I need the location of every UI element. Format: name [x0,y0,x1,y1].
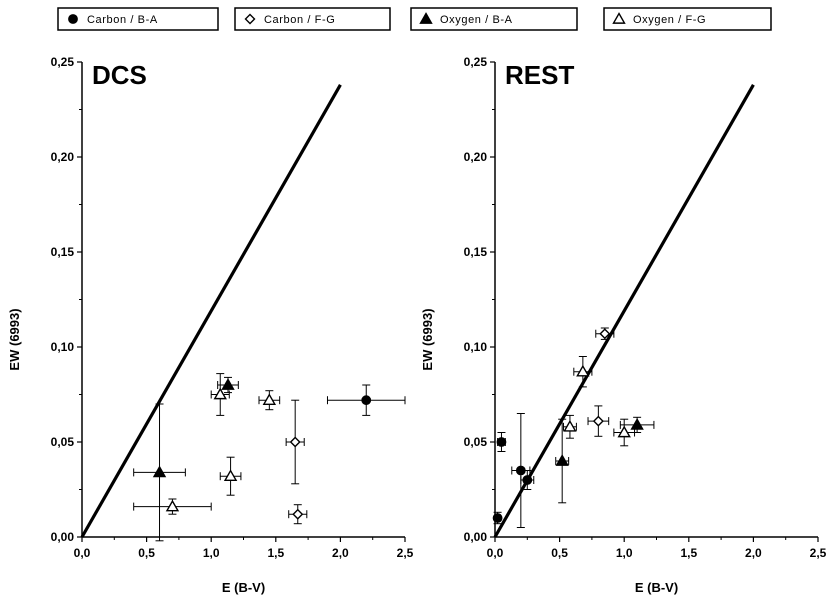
x-tick-label: 1,5 [267,546,284,560]
point-oxygen_ba [133,403,186,542]
x-tick-label: 0,5 [138,546,155,560]
point-oxygen_fg [573,356,593,388]
panel-title: DCS [92,60,147,90]
legend-box [603,7,772,31]
legend-marker-oxygen_fg [612,12,626,24]
marker-carbon_ba [492,513,503,523]
marker-oxygen_fg [576,364,590,377]
point-oxygen_fg [219,456,242,496]
legend-marker-carbon_fg [244,13,256,25]
legend-marker-carbon_ba [68,14,78,24]
y-tick-label: 0,10 [51,340,75,354]
y-tick-label: 0,20 [464,150,488,164]
x-tick-label: 1,5 [680,546,697,560]
legend-label: Oxygen / B-A [440,14,513,26]
y-axis-label: EW (6993) [7,308,22,370]
legend: Carbon / B-A Carbon / F-G Oxygen / B-A Oxyg… [57,7,772,31]
marker-oxygen_fg [262,393,277,406]
point-carbon_ba [520,470,535,490]
y-tick-label: 0,00 [51,530,75,544]
x-tick-label: 1,0 [616,546,633,560]
x-tick-label: 2,5 [810,546,827,560]
marker-oxygen_ba [630,417,644,430]
legend-entry-carbon_fg: Carbon / F-G [234,7,391,31]
panel-title: REST [505,60,574,90]
marker-carbon_fg [599,328,611,340]
point-oxygen_ba [217,376,239,394]
marker-carbon_fg [292,508,304,520]
marker-oxygen_fg [617,425,631,438]
x-tick-label: 0,5 [551,546,568,560]
panel-rest: 0,0 0,5 1,0 1,5 2,0 2,5 0,00 0,05 0,10 0,15 0,20 0,… [420,55,827,595]
point-oxygen_fg [562,414,577,439]
reference-line [80,84,342,538]
point-carbon_fg [288,504,308,525]
y-axis-label: EW (6993) [420,308,435,370]
marker-oxygen_fg [213,387,227,400]
point-carbon_fg [587,405,610,437]
x-tick-label: 2,5 [397,546,414,560]
legend-label: Oxygen / F-G [633,14,706,26]
y-tick-label: 0,15 [51,245,75,259]
point-carbon_ba [492,511,503,525]
marker-oxygen_ba [555,454,569,466]
legend-box [234,7,391,31]
y-tick-label: 0,10 [464,340,488,354]
y-tick-label: 0,25 [51,55,75,69]
x-axis-label: E (B-V) [635,580,678,595]
point-carbon_fg [285,399,305,485]
marker-oxygen_fg [563,419,577,432]
point-oxygen_fg [613,418,636,447]
marker-carbon_fg [592,415,604,427]
legend-box [410,7,578,31]
point-carbon_ba [326,384,406,416]
point-oxygen_fg [210,373,230,416]
y-tick-label: 0,20 [51,150,75,164]
panel-dcs: 0,0 0,5 1,0 1,5 2,0 2,5 0,00 0,05 0,10 0,15 0,20 0,… [7,55,414,595]
legend-label: Carbon / B-A [87,14,158,26]
y-tick-label: 0,25 [464,55,488,69]
reference-line [493,84,755,538]
x-tick-label: 0,0 [487,546,504,560]
marker-oxygen_fg [165,499,180,512]
marker-carbon_fg [289,436,301,448]
marker-carbon_ba [361,395,372,406]
x-tick-label: 2,0 [332,546,349,560]
legend-label: Carbon / F-G [264,14,335,26]
marker-oxygen_ba [221,378,235,390]
point-oxygen_fg [258,390,281,411]
y-tick-label: 0,05 [464,435,488,449]
legend-entry-oxygen_fg: Oxygen / F-G [603,7,772,31]
legend-entry-oxygen_ba: Oxygen / B-A [410,7,578,31]
marker-carbon_ba [496,437,507,447]
legend-box [57,7,219,31]
x-tick-label: 1,0 [203,546,220,560]
x-tick-label: 2,0 [745,546,762,560]
y-tick-label: 0,05 [51,435,75,449]
marker-oxygen_fg [223,469,238,482]
legend-marker-oxygen_ba [419,12,433,24]
marker-carbon_ba [522,475,533,485]
x-axis-label: E (B-V) [222,580,265,595]
x-tick-label: 0,0 [74,546,91,560]
point-oxygen_fg [133,498,212,515]
y-tick-label: 0,15 [464,245,488,259]
y-tick-label: 0,00 [464,530,488,544]
marker-oxygen_ba [152,465,167,478]
point-carbon_ba [496,432,507,452]
point-carbon_ba [511,413,531,528]
point-carbon_fg [595,327,615,340]
legend-entry-carbon_ba: Carbon / B-A [57,7,219,31]
point-oxygen_ba [555,418,570,504]
